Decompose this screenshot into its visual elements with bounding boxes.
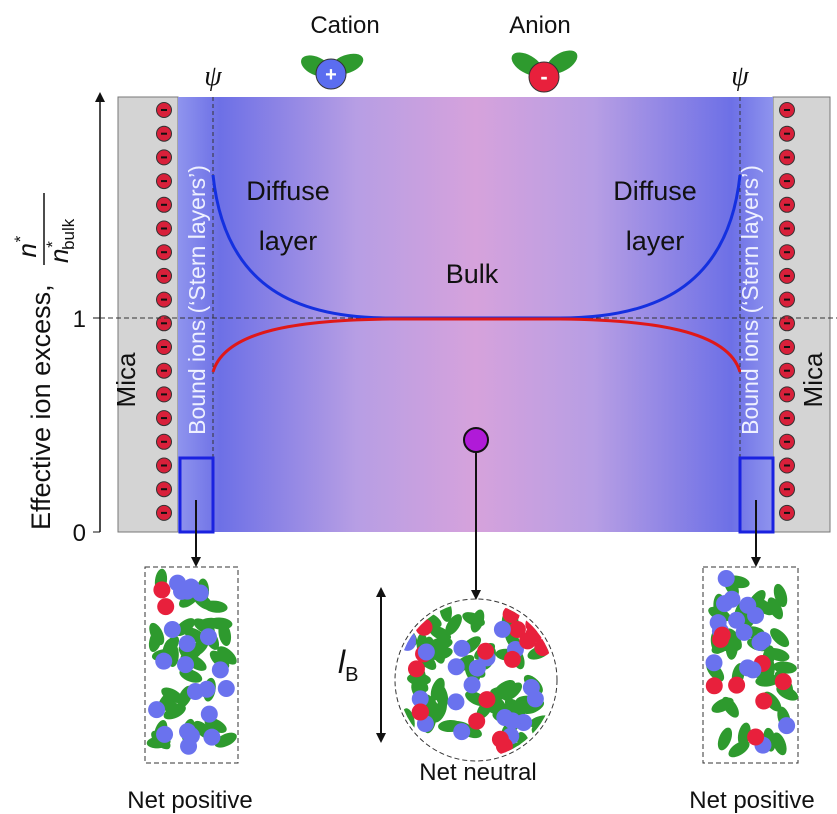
ion xyxy=(706,654,723,671)
cation-label: Cation xyxy=(310,12,379,39)
ion xyxy=(464,676,481,693)
tick-label: 1 xyxy=(73,306,86,333)
stern-label: Bound ions (‘Stern layers’) xyxy=(737,165,763,435)
wall-label: Mica xyxy=(111,352,141,407)
inset-label: Net neutral xyxy=(419,759,536,786)
length-scale: lB xyxy=(338,644,358,686)
ion xyxy=(718,570,735,587)
ion xyxy=(180,738,197,755)
bulk-probe xyxy=(464,428,488,452)
diffuse-label: Diffuse xyxy=(246,176,330,206)
ion xyxy=(153,581,170,598)
ion xyxy=(200,628,217,645)
cation-icon: + xyxy=(298,50,366,89)
tick-label: 0 xyxy=(73,520,86,547)
ion-tail xyxy=(396,734,416,761)
page: {"legend": {"cation": {"label": "Cation"… xyxy=(0,0,837,814)
diffuse-label: Diffuse xyxy=(613,176,697,206)
inset-label: Net positive xyxy=(127,787,252,814)
diffuse-label: layer xyxy=(259,226,318,256)
ion xyxy=(492,731,509,748)
ion xyxy=(755,632,772,649)
ion-cluster xyxy=(396,597,558,760)
ion xyxy=(412,703,429,720)
anion-label: Anion xyxy=(509,12,570,39)
ion xyxy=(157,598,174,615)
bulk-label: Bulk xyxy=(446,259,499,289)
anion-icon: - xyxy=(508,46,581,92)
ion xyxy=(453,640,470,657)
ion xyxy=(468,713,485,730)
ion xyxy=(156,726,173,743)
ion xyxy=(447,693,464,710)
ion-cluster xyxy=(703,570,801,761)
ion xyxy=(218,680,235,697)
stern-label: Bound ions (‘Stern layers’) xyxy=(184,165,210,435)
psi-label: ψ xyxy=(731,61,749,92)
psi-label: ψ xyxy=(204,61,222,92)
ion xyxy=(714,627,731,644)
ion xyxy=(496,709,513,726)
y-label: Effective ion excess, n* n*bulk xyxy=(11,193,78,530)
ion xyxy=(148,701,165,718)
ion xyxy=(778,717,795,734)
numerator: n* xyxy=(11,235,42,257)
inset-label: Net positive xyxy=(689,787,814,814)
ion xyxy=(736,624,753,641)
ion xyxy=(533,614,550,631)
denominator: n*bulk xyxy=(43,218,78,263)
ion xyxy=(503,606,520,623)
ion xyxy=(504,651,521,668)
ion xyxy=(477,643,494,660)
anion-sign: - xyxy=(540,64,547,89)
ion xyxy=(747,607,764,624)
ion xyxy=(177,656,194,673)
ion xyxy=(155,653,172,670)
ion xyxy=(408,660,425,677)
ion xyxy=(416,619,433,636)
ion xyxy=(453,723,470,740)
ion xyxy=(527,690,544,707)
wall-label: Mica xyxy=(798,352,828,407)
ion xyxy=(747,728,764,745)
ion xyxy=(212,661,229,678)
ion xyxy=(494,621,511,638)
ion xyxy=(775,673,792,690)
ion xyxy=(526,626,543,643)
diffuse-label: layer xyxy=(626,226,685,256)
y-label-text: Effective ion excess, xyxy=(26,284,56,530)
ion xyxy=(187,683,204,700)
ion xyxy=(728,677,745,694)
ion xyxy=(164,621,181,638)
ion-tail xyxy=(533,605,558,619)
ion xyxy=(755,693,772,710)
ion xyxy=(203,729,220,746)
cation-sign: + xyxy=(325,64,337,86)
ion xyxy=(739,659,756,676)
ion xyxy=(478,691,495,708)
ion xyxy=(179,635,196,652)
ion xyxy=(706,677,723,694)
ion xyxy=(201,706,218,723)
ion xyxy=(418,643,435,660)
ion xyxy=(179,723,196,740)
ion xyxy=(448,658,465,675)
ion xyxy=(716,595,733,612)
ion-cluster xyxy=(146,568,240,755)
ion-tail xyxy=(527,597,550,624)
figure: Cation + Anion - ψ ψ 1 0 Effective ion e… xyxy=(0,0,837,814)
ion xyxy=(179,583,196,600)
